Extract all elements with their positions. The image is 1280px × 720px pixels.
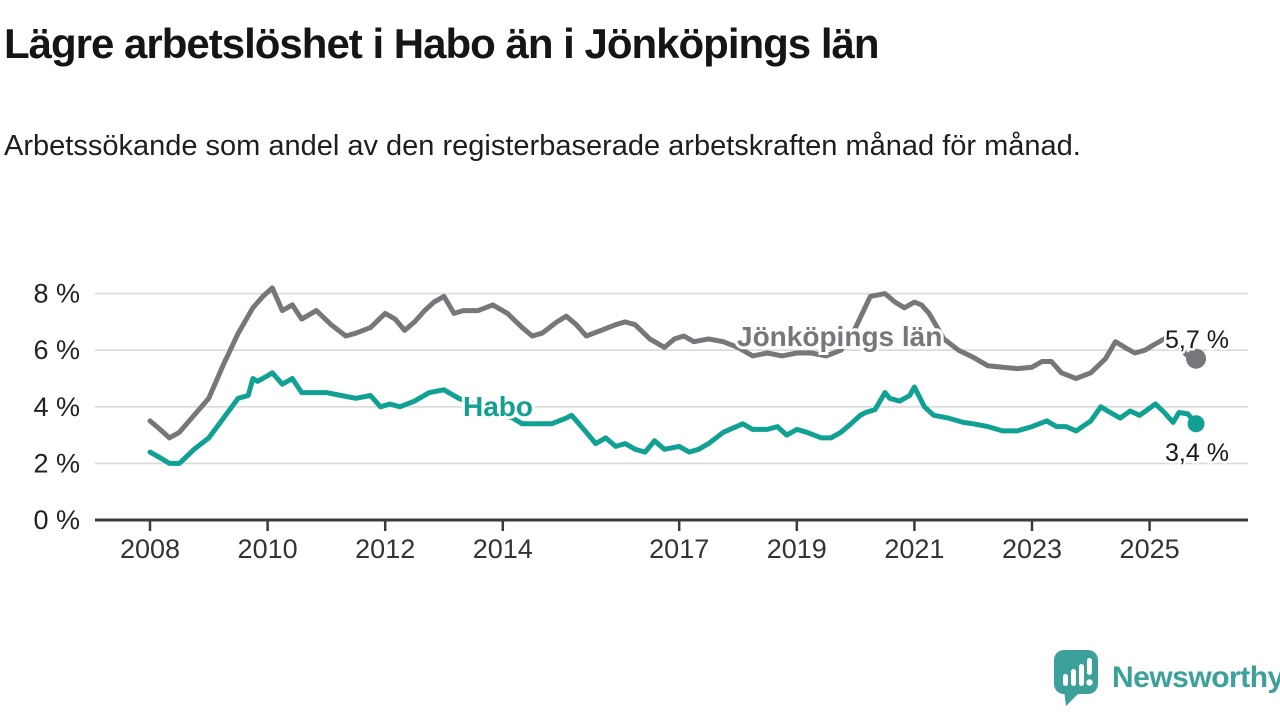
x-tick-label: 2023 [1002,534,1062,564]
x-tick-label: 2019 [767,534,827,564]
y-tick-label: 4 % [33,392,80,422]
newsworthy-logo-icon [1054,650,1098,706]
page-subtitle: Arbetssökande som andel av den registerb… [4,130,1081,162]
series-line-jonkopings-lan [147,285,1199,441]
series-line-habo [147,370,1199,466]
series-end-value-habo: 3,4 % [1165,439,1229,467]
series-end-dot-habo [1187,415,1205,433]
y-tick-label: 0 % [33,505,80,535]
y-tick-label: 2 % [33,448,80,478]
y-tick-label: 6 % [33,335,80,365]
page-title: Lägre arbetslöshet i Habo än i Jönköping… [4,20,880,67]
x-tick-label: 2017 [649,534,709,564]
x-tick-label: 2008 [120,534,180,564]
series-label-jonkopings-lan: Jönköpings län [737,321,942,352]
x-tick-label: 2012 [355,534,415,564]
newsworthy-logo: Newsworthy [1052,648,1280,708]
series-end-value-jonkopings-lan: 5,7 % [1165,326,1229,354]
x-tick-label: 2021 [884,534,944,564]
x-tick-label: 2010 [238,534,298,564]
y-tick-label: 8 % [33,279,80,309]
newsworthy-logo-text: Newsworthy [1112,661,1280,694]
x-tick-label: 2025 [1120,534,1180,564]
series-label-habo: Habo [463,391,533,422]
x-tick-label: 2014 [473,534,533,564]
series-end-dot-jonkopings-lan [1186,348,1207,369]
